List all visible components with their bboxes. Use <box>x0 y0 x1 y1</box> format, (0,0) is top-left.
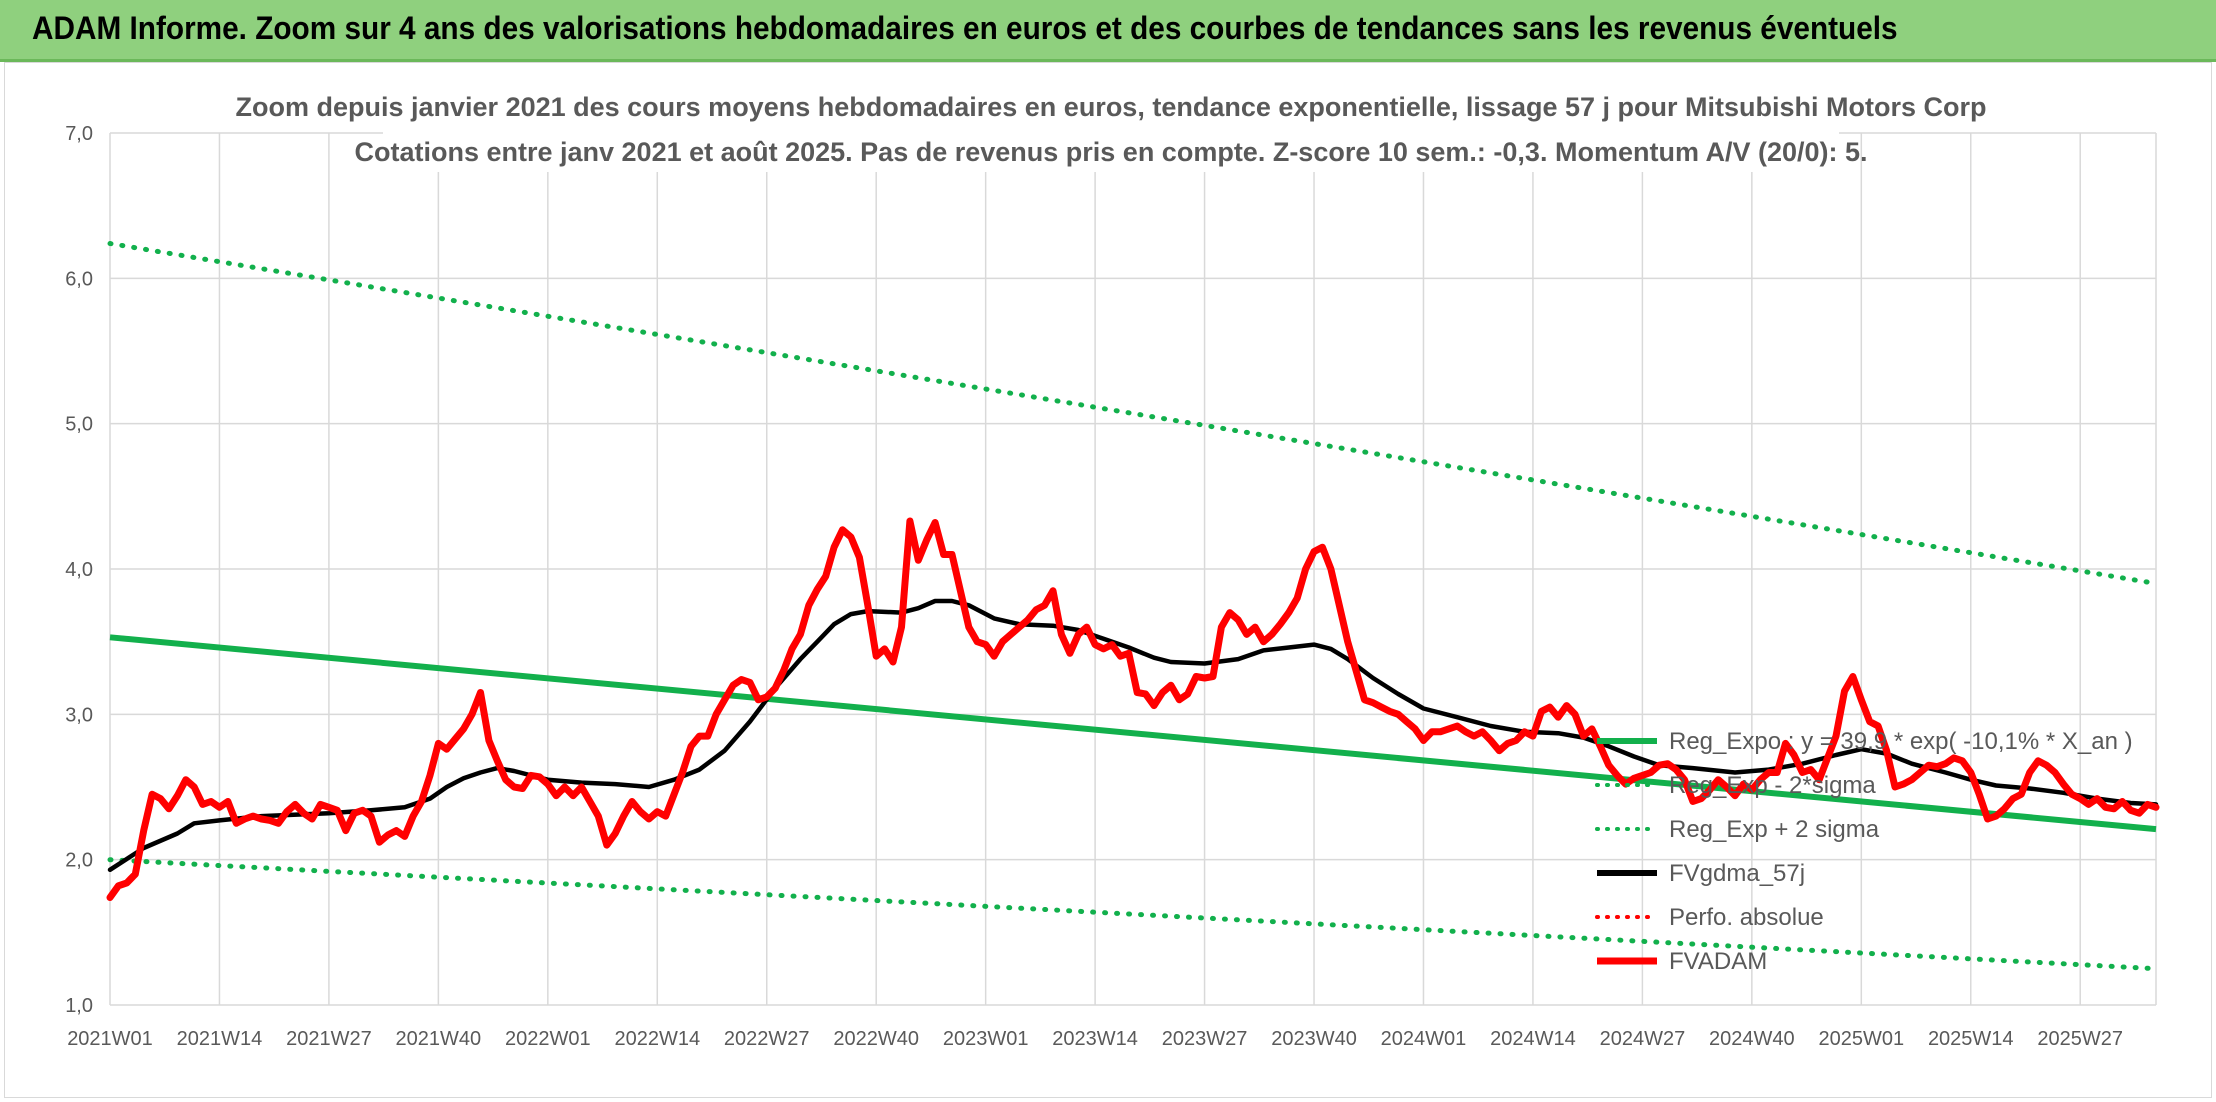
x-tick-label: 2024W14 <box>1490 1028 1576 1050</box>
x-tick-label: 2021W01 <box>67 1028 153 1050</box>
x-tick-label: 2025W14 <box>1928 1028 2014 1050</box>
y-tick-label: 2,0 <box>65 850 93 872</box>
x-tick-label: 2022W01 <box>505 1028 591 1050</box>
y-tick-label: 5,0 <box>65 414 93 436</box>
reg-exp-plus-2sigma-line <box>107 241 2159 586</box>
title-backdrop-1 <box>293 81 1929 127</box>
x-tick-label: 2021W40 <box>396 1028 482 1050</box>
legend-label: Perfo. absolue <box>1669 904 1824 931</box>
y-tick-label: 6,0 <box>65 268 93 290</box>
reg-exp-minus-2sigma-line <box>107 857 2159 972</box>
chart-title-line-1: Zoom depuis janvier 2021 des cours moyen… <box>236 92 1987 122</box>
y-tick-label: 1,0 <box>65 995 93 1017</box>
y-tick-label: 4,0 <box>65 559 93 581</box>
x-tick-label: 2024W27 <box>1600 1028 1686 1050</box>
banner-title: ADAM Informe. Zoom sur 4 ans des valoris… <box>32 10 1898 46</box>
x-tick-label: 2023W14 <box>1052 1028 1138 1050</box>
chart-svg: 1,02,03,04,05,06,07,0 2021W01 2021W14 2021… <box>65 81 2160 1050</box>
grid <box>109 132 2157 1006</box>
x-tick-label: 2022W40 <box>833 1028 919 1050</box>
x-tick-label: 2021W14 <box>177 1028 263 1050</box>
x-tick-label: 2022W14 <box>614 1028 700 1050</box>
legend-label: FVADAM <box>1669 948 1767 975</box>
x-tick-label: 2023W40 <box>1271 1028 1357 1050</box>
x-tick-label: 2025W27 <box>2037 1028 2123 1050</box>
legend-label: Reg_Exp - 2*sigma <box>1669 772 1876 799</box>
x-tick-label: 2023W27 <box>1162 1028 1248 1050</box>
y-axis-ticks: 1,0 2,0 3,0 4,0 5,0 6,0 7,0 <box>65 123 93 1017</box>
fvadam-line <box>106 517 2160 901</box>
x-tick-label: 2021W27 <box>286 1028 372 1050</box>
y-tick-label: 3,0 <box>65 704 93 726</box>
legend-label: FVgdma_57j <box>1669 860 1805 887</box>
x-tick-label: 2025W01 <box>1818 1028 1904 1050</box>
legend-label: Reg_Exp + 2 sigma <box>1669 816 1880 843</box>
chart-frame: 1,0 2,0 3,0 4,0 5,0 6,0 7,0 2021W01 2021W14 2021… <box>4 62 2212 1098</box>
title-backdrop-2 <box>383 126 1839 172</box>
legend-label: Reg_Expo : y = 39,9 * exp( -10,1% * X_an… <box>1669 728 2133 755</box>
x-tick-label: 2024W40 <box>1709 1028 1795 1050</box>
report-banner: ADAM Informe. Zoom sur 4 ans des valoris… <box>0 0 2216 62</box>
chart-title-line-2: Cotations entre janv 2021 et août 2025. … <box>354 137 1867 167</box>
legend: Reg_Expo : y = 39,9 * exp( -10,1% * X_an… <box>1595 728 2133 975</box>
series-layer <box>106 241 2160 972</box>
reg-expo-line <box>109 634 2157 833</box>
x-tick-label: 2024W01 <box>1381 1028 1467 1050</box>
chart-title: Zoom depuis janvier 2021 des cours moyen… <box>236 81 1987 172</box>
x-tick-label: 2023W01 <box>943 1028 1029 1050</box>
x-tick-label: 2022W27 <box>724 1028 810 1050</box>
y-tick-label: 7,0 <box>65 123 93 145</box>
x-axis-ticks: 2021W01 2021W14 2021W27 2021W40 2022W01 2022W… <box>67 1028 2123 1050</box>
